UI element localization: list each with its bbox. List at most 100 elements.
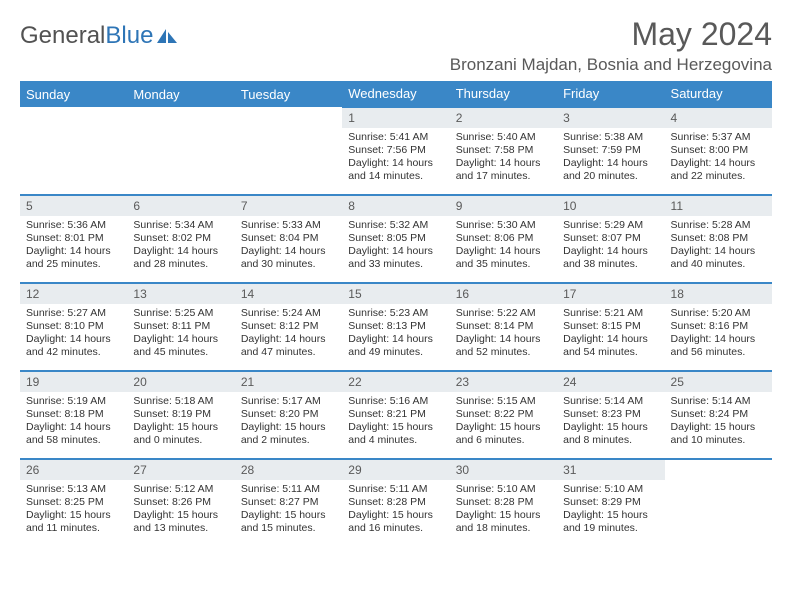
day-cell: 14Sunrise: 5:24 AMSunset: 8:12 PMDayligh…	[235, 283, 342, 371]
day-cell: 18Sunrise: 5:20 AMSunset: 8:16 PMDayligh…	[665, 283, 772, 371]
logo: GeneralBlue	[20, 22, 177, 50]
day-number: 28	[235, 460, 342, 480]
day-number: 1	[342, 108, 449, 128]
day-cell: 11Sunrise: 5:28 AMSunset: 8:08 PMDayligh…	[665, 195, 772, 283]
day-number: 2	[450, 108, 557, 128]
day-detail: Sunrise: 5:17 AMSunset: 8:20 PMDaylight:…	[235, 392, 342, 453]
day-number: 21	[235, 372, 342, 392]
location: Bronzani Majdan, Bosnia and Herzegovina	[450, 55, 772, 75]
title-block: May 2024 Bronzani Majdan, Bosnia and Her…	[450, 16, 772, 75]
day-detail: Sunrise: 5:29 AMSunset: 8:07 PMDaylight:…	[557, 216, 664, 277]
day-cell: 27Sunrise: 5:12 AMSunset: 8:26 PMDayligh…	[127, 459, 234, 547]
empty-cell	[127, 107, 234, 195]
day-number: 26	[20, 460, 127, 480]
day-number: 30	[450, 460, 557, 480]
day-number: 16	[450, 284, 557, 304]
day-number: 4	[665, 108, 772, 128]
logo-sail-icon	[157, 29, 177, 43]
day-cell: 31Sunrise: 5:10 AMSunset: 8:29 PMDayligh…	[557, 459, 664, 547]
calendar-row: 12Sunrise: 5:27 AMSunset: 8:10 PMDayligh…	[20, 283, 772, 371]
calendar-row: 19Sunrise: 5:19 AMSunset: 8:18 PMDayligh…	[20, 371, 772, 459]
day-detail: Sunrise: 5:16 AMSunset: 8:21 PMDaylight:…	[342, 392, 449, 453]
day-number: 24	[557, 372, 664, 392]
day-cell: 30Sunrise: 5:10 AMSunset: 8:28 PMDayligh…	[450, 459, 557, 547]
day-detail: Sunrise: 5:41 AMSunset: 7:56 PMDaylight:…	[342, 128, 449, 189]
day-cell: 17Sunrise: 5:21 AMSunset: 8:15 PMDayligh…	[557, 283, 664, 371]
empty-cell	[20, 107, 127, 195]
day-cell: 5Sunrise: 5:36 AMSunset: 8:01 PMDaylight…	[20, 195, 127, 283]
day-detail: Sunrise: 5:36 AMSunset: 8:01 PMDaylight:…	[20, 216, 127, 277]
day-cell: 6Sunrise: 5:34 AMSunset: 8:02 PMDaylight…	[127, 195, 234, 283]
month-year: May 2024	[450, 16, 772, 53]
weekday-header: Friday	[557, 81, 664, 107]
day-detail: Sunrise: 5:21 AMSunset: 8:15 PMDaylight:…	[557, 304, 664, 365]
day-detail: Sunrise: 5:23 AMSunset: 8:13 PMDaylight:…	[342, 304, 449, 365]
day-cell: 3Sunrise: 5:38 AMSunset: 7:59 PMDaylight…	[557, 107, 664, 195]
day-detail: Sunrise: 5:28 AMSunset: 8:08 PMDaylight:…	[665, 216, 772, 277]
weekday-header: Tuesday	[235, 81, 342, 107]
day-detail: Sunrise: 5:40 AMSunset: 7:58 PMDaylight:…	[450, 128, 557, 189]
empty-cell	[235, 107, 342, 195]
day-cell: 26Sunrise: 5:13 AMSunset: 8:25 PMDayligh…	[20, 459, 127, 547]
day-cell: 16Sunrise: 5:22 AMSunset: 8:14 PMDayligh…	[450, 283, 557, 371]
day-number: 7	[235, 196, 342, 216]
calendar-table: SundayMondayTuesdayWednesdayThursdayFrid…	[20, 81, 772, 547]
day-detail: Sunrise: 5:27 AMSunset: 8:10 PMDaylight:…	[20, 304, 127, 365]
day-number: 19	[20, 372, 127, 392]
day-cell: 1Sunrise: 5:41 AMSunset: 7:56 PMDaylight…	[342, 107, 449, 195]
day-cell: 29Sunrise: 5:11 AMSunset: 8:28 PMDayligh…	[342, 459, 449, 547]
day-detail: Sunrise: 5:34 AMSunset: 8:02 PMDaylight:…	[127, 216, 234, 277]
day-cell: 21Sunrise: 5:17 AMSunset: 8:20 PMDayligh…	[235, 371, 342, 459]
weekday-header-row: SundayMondayTuesdayWednesdayThursdayFrid…	[20, 81, 772, 107]
day-detail: Sunrise: 5:32 AMSunset: 8:05 PMDaylight:…	[342, 216, 449, 277]
day-number: 8	[342, 196, 449, 216]
day-cell: 4Sunrise: 5:37 AMSunset: 8:00 PMDaylight…	[665, 107, 772, 195]
day-number: 3	[557, 108, 664, 128]
weekday-header: Saturday	[665, 81, 772, 107]
day-cell: 28Sunrise: 5:11 AMSunset: 8:27 PMDayligh…	[235, 459, 342, 547]
day-number: 29	[342, 460, 449, 480]
day-detail: Sunrise: 5:13 AMSunset: 8:25 PMDaylight:…	[20, 480, 127, 541]
day-detail: Sunrise: 5:14 AMSunset: 8:23 PMDaylight:…	[557, 392, 664, 453]
day-detail: Sunrise: 5:22 AMSunset: 8:14 PMDaylight:…	[450, 304, 557, 365]
day-detail: Sunrise: 5:15 AMSunset: 8:22 PMDaylight:…	[450, 392, 557, 453]
day-cell: 9Sunrise: 5:30 AMSunset: 8:06 PMDaylight…	[450, 195, 557, 283]
day-detail: Sunrise: 5:30 AMSunset: 8:06 PMDaylight:…	[450, 216, 557, 277]
day-detail: Sunrise: 5:37 AMSunset: 8:00 PMDaylight:…	[665, 128, 772, 189]
day-detail: Sunrise: 5:19 AMSunset: 8:18 PMDaylight:…	[20, 392, 127, 453]
day-cell: 24Sunrise: 5:14 AMSunset: 8:23 PMDayligh…	[557, 371, 664, 459]
day-number: 27	[127, 460, 234, 480]
day-cell: 12Sunrise: 5:27 AMSunset: 8:10 PMDayligh…	[20, 283, 127, 371]
weekday-header: Monday	[127, 81, 234, 107]
day-number: 5	[20, 196, 127, 216]
day-number: 31	[557, 460, 664, 480]
day-cell: 7Sunrise: 5:33 AMSunset: 8:04 PMDaylight…	[235, 195, 342, 283]
day-detail: Sunrise: 5:20 AMSunset: 8:16 PMDaylight:…	[665, 304, 772, 365]
day-number: 18	[665, 284, 772, 304]
day-detail: Sunrise: 5:18 AMSunset: 8:19 PMDaylight:…	[127, 392, 234, 453]
day-number: 17	[557, 284, 664, 304]
day-cell: 19Sunrise: 5:19 AMSunset: 8:18 PMDayligh…	[20, 371, 127, 459]
day-cell: 15Sunrise: 5:23 AMSunset: 8:13 PMDayligh…	[342, 283, 449, 371]
day-number: 13	[127, 284, 234, 304]
day-number: 14	[235, 284, 342, 304]
day-number: 25	[665, 372, 772, 392]
day-number: 12	[20, 284, 127, 304]
day-number: 11	[665, 196, 772, 216]
day-cell: 25Sunrise: 5:14 AMSunset: 8:24 PMDayligh…	[665, 371, 772, 459]
weekday-header: Thursday	[450, 81, 557, 107]
header: GeneralBlue May 2024 Bronzani Majdan, Bo…	[20, 16, 772, 75]
logo-text-general: General	[20, 22, 105, 49]
logo-text-blue: Blue	[105, 22, 153, 49]
day-cell: 2Sunrise: 5:40 AMSunset: 7:58 PMDaylight…	[450, 107, 557, 195]
day-cell: 8Sunrise: 5:32 AMSunset: 8:05 PMDaylight…	[342, 195, 449, 283]
day-number: 9	[450, 196, 557, 216]
empty-cell	[665, 459, 772, 547]
day-number: 23	[450, 372, 557, 392]
calendar-body: 1Sunrise: 5:41 AMSunset: 7:56 PMDaylight…	[20, 107, 772, 547]
day-cell: 13Sunrise: 5:25 AMSunset: 8:11 PMDayligh…	[127, 283, 234, 371]
day-detail: Sunrise: 5:11 AMSunset: 8:27 PMDaylight:…	[235, 480, 342, 541]
day-number: 6	[127, 196, 234, 216]
day-detail: Sunrise: 5:11 AMSunset: 8:28 PMDaylight:…	[342, 480, 449, 541]
day-detail: Sunrise: 5:38 AMSunset: 7:59 PMDaylight:…	[557, 128, 664, 189]
